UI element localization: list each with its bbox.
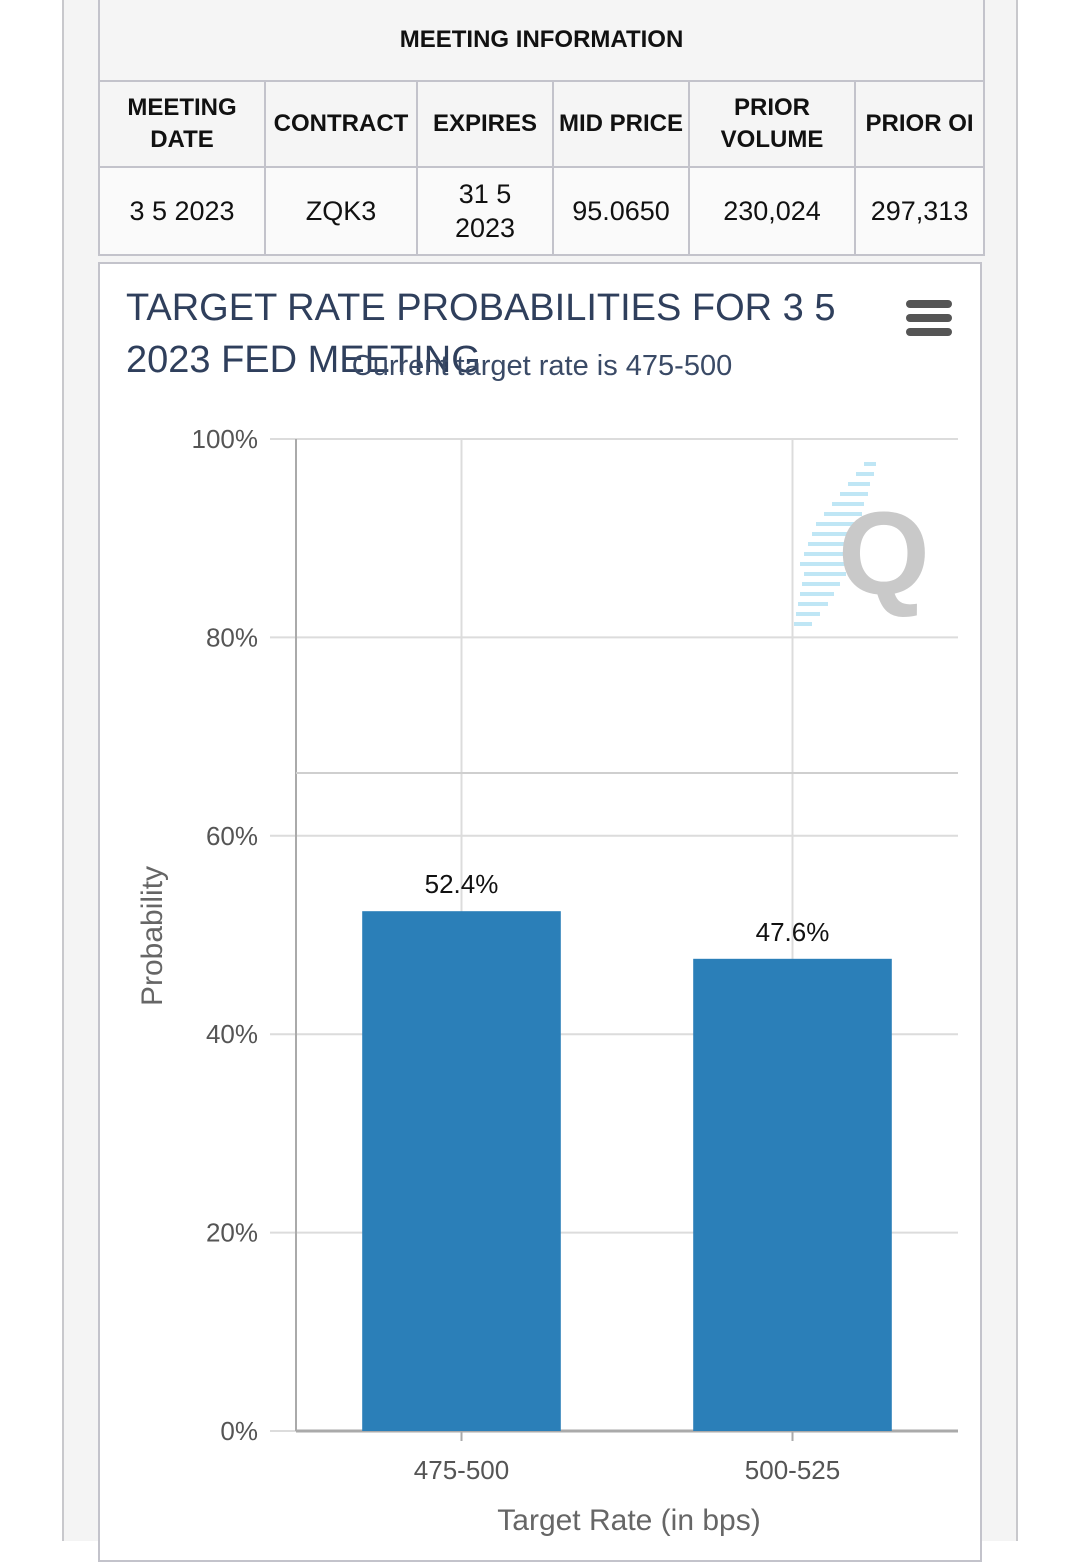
header-mid-price: MID PRICE: [552, 80, 690, 168]
meeting-information-table: MEETING INFORMATION MEETING DATE CONTRAC…: [97, 0, 986, 256]
x-tick-label: 500-525: [745, 1455, 840, 1485]
chart-title: TARGET RATE PROBABILITIES FOR 3 5 2023 F…: [126, 287, 836, 381]
cell-meeting-date: 3 5 2023: [98, 166, 266, 256]
x-axis-title: Target Rate (in bps): [497, 1504, 760, 1537]
y-axis-title: Probability: [136, 866, 169, 1006]
y-tick-label: 100%: [192, 424, 259, 454]
table-row: 3 5 2023 ZQK3 31 5 2023 95.0650 230,024 …: [98, 166, 986, 256]
y-tick-label: 20%: [206, 1218, 258, 1248]
meeting-info-title: MEETING INFORMATION: [97, 0, 986, 82]
y-tick-label: 80%: [206, 622, 258, 652]
bar-475-500: [362, 911, 561, 1431]
cell-mid-price: 95.0650: [552, 166, 690, 256]
cell-contract: ZQK3: [264, 166, 418, 256]
header-prior-volume: PRIOR VOLUME: [688, 80, 856, 168]
cell-prior-oi: 297,313: [853, 166, 986, 256]
chart-plot: Q 0% 20% 40% 60% 80% 100% 52.4% 475-500 47.6% 500…: [136, 424, 958, 1537]
y-tick-label: 40%: [206, 1019, 258, 1049]
y-tick-label: 60%: [206, 821, 258, 851]
data-label: 52.4%: [425, 869, 499, 899]
q-logo-icon: Q: [794, 462, 930, 626]
svg-text:Q: Q: [838, 488, 930, 620]
table-header-row: MEETING DATE CONTRACT EXPIRES MID PRICE …: [98, 80, 986, 168]
cell-expires: 31 5 2023: [416, 166, 554, 256]
y-tick-label: 0%: [220, 1416, 258, 1446]
x-tick-label: 475-500: [414, 1455, 509, 1485]
header-contract: CONTRACT: [264, 80, 418, 168]
menu-line-icon: [906, 300, 952, 308]
cell-prior-volume: 230,024: [688, 166, 856, 256]
bar-500-525: [693, 958, 892, 1431]
target-rate-chart: Q 0% 20% 40% 60% 80% 100% 52.4% 475-500 47.6% 500…: [98, 262, 982, 1562]
menu-line-icon: [906, 314, 952, 322]
chart-subtitle: Current target rate is 475-500: [351, 350, 733, 382]
hamburger-menu-icon[interactable]: [906, 300, 952, 336]
header-meeting-date: MEETING DATE: [98, 80, 266, 168]
data-label: 47.6%: [756, 917, 830, 947]
header-expires: EXPIRES: [416, 80, 554, 168]
menu-line-icon: [906, 328, 952, 336]
header-prior-oi: PRIOR OI: [853, 80, 986, 168]
